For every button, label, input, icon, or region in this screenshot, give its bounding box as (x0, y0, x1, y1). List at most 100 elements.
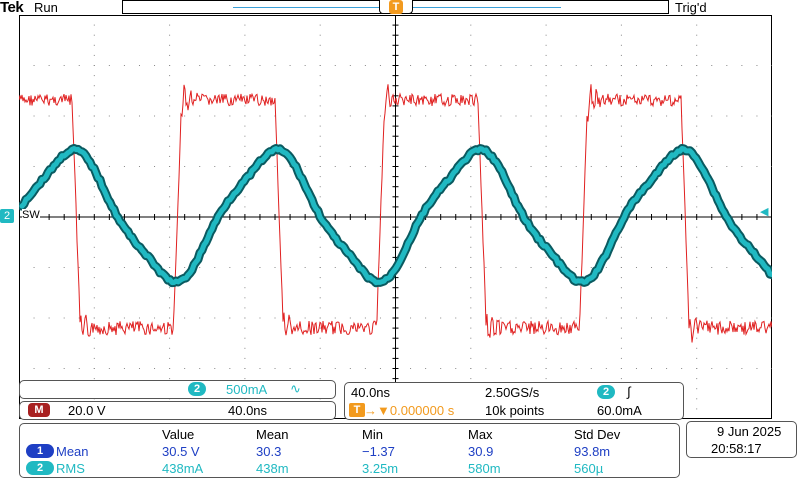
grid-dot (620, 135, 622, 137)
grid-dot (379, 267, 381, 268)
grid-dot (319, 337, 321, 339)
grid-dot (470, 277, 472, 279)
grid-dot (470, 125, 472, 127)
ac-coupling-icon: ∿ (290, 381, 301, 396)
grid-dot (425, 65, 427, 66)
grid-dot (319, 236, 321, 238)
ch2-scale: 500mA (226, 382, 268, 397)
grid-dot (154, 65, 156, 66)
grid-dot (470, 226, 472, 228)
grid-dot (93, 85, 95, 87)
waveform-display[interactable] (19, 15, 772, 419)
grid-dot (545, 206, 547, 208)
grid-dot (229, 267, 231, 268)
grid-dot (289, 267, 291, 268)
grid-dot (440, 115, 442, 117)
grid-dot (93, 125, 95, 127)
rising-edge-icon: ∫ (627, 384, 631, 399)
grid-dot (741, 166, 743, 167)
trigger-level-arrow-icon[interactable]: ◀ (760, 206, 769, 218)
grid-dot (620, 236, 622, 238)
grid-dot (711, 115, 713, 117)
grid-dot (696, 246, 698, 248)
grid-dot (696, 256, 698, 258)
grid-dot (169, 44, 171, 46)
grid-dot (696, 327, 698, 329)
ch2-ground-marker[interactable]: 2 (0, 209, 14, 223)
grid-dot (470, 105, 472, 107)
grid-dot (470, 246, 472, 248)
grid-dot (169, 166, 171, 167)
grid-dot (169, 347, 171, 349)
grid-dot (741, 65, 743, 66)
grid-dot (93, 357, 95, 359)
grid-dot (169, 226, 171, 228)
grid-dot (379, 368, 381, 369)
grid-dot (244, 357, 246, 359)
grid-dot (756, 115, 758, 117)
grid-dot (169, 297, 171, 299)
grid-dot (364, 115, 366, 117)
grid-dot (410, 115, 412, 117)
grid-dot (696, 267, 698, 268)
horizontal-trigger-panel[interactable]: 40.0ns 2.50GS/s 2 ∫ T →▼0.000000 s 10k p… (344, 382, 684, 420)
grid-dot (93, 347, 95, 349)
grid-dot (169, 34, 171, 36)
grid-dot (590, 166, 592, 167)
grid-dot (575, 267, 577, 268)
grid-dot (93, 44, 95, 46)
grid-dot (620, 246, 622, 248)
grid-dot (244, 206, 246, 208)
grid-dot (545, 166, 547, 167)
run-state[interactable]: Run (34, 0, 58, 15)
grid-dot (319, 115, 321, 117)
grid-dot (274, 368, 276, 369)
grid-dot (741, 368, 743, 369)
grid-dot (108, 317, 110, 319)
grid-dot (169, 105, 171, 107)
grid-dot (455, 317, 457, 319)
grid-dot (154, 317, 156, 319)
grid-dot (319, 246, 321, 248)
grid-dot (244, 24, 246, 26)
grid-dot (425, 115, 427, 117)
grid-dot (696, 44, 698, 46)
grid-dot (470, 317, 472, 319)
grid-dot (620, 368, 622, 369)
ch2-vertical-panel[interactable]: 2 500mA ∿ (19, 380, 336, 399)
ch2-label: SW (22, 209, 40, 222)
grid-dot (48, 368, 50, 369)
measurement-table[interactable]: Value Mean Min Max Std Dev 1 Mean 30.5 V… (19, 423, 680, 478)
grid-dot (319, 196, 321, 198)
grid-dot (741, 115, 743, 117)
grid-dot (515, 267, 517, 268)
grid-dot (244, 34, 246, 36)
grid-dot (696, 226, 698, 228)
grid-dot (304, 317, 306, 319)
math-panel[interactable]: M 20.0 V 40.0ns (19, 401, 336, 420)
grid-dot (590, 368, 592, 369)
grid-dot (169, 206, 171, 208)
grid-dot (319, 368, 321, 369)
ch2-waveform (19, 146, 772, 286)
grid-dot (304, 115, 306, 117)
grid-dot (244, 65, 246, 66)
grid-dot (651, 115, 653, 117)
grid-dot (349, 166, 351, 167)
grid-dot (334, 65, 336, 66)
grid-dot (93, 267, 95, 268)
grid-dot (154, 115, 156, 117)
grid-dot (259, 65, 261, 66)
grid-dot (470, 65, 472, 66)
grid-dot (515, 317, 517, 319)
grid-dot (319, 297, 321, 299)
grid-dot (349, 115, 351, 117)
grid-dot (93, 24, 95, 26)
grid-dot (334, 317, 336, 319)
grid-dot (334, 115, 336, 117)
grid-dot (651, 317, 653, 319)
grid-dot (620, 337, 622, 339)
grid-dot (635, 368, 637, 369)
grid-dot (545, 256, 547, 258)
grid-dot (93, 378, 95, 380)
